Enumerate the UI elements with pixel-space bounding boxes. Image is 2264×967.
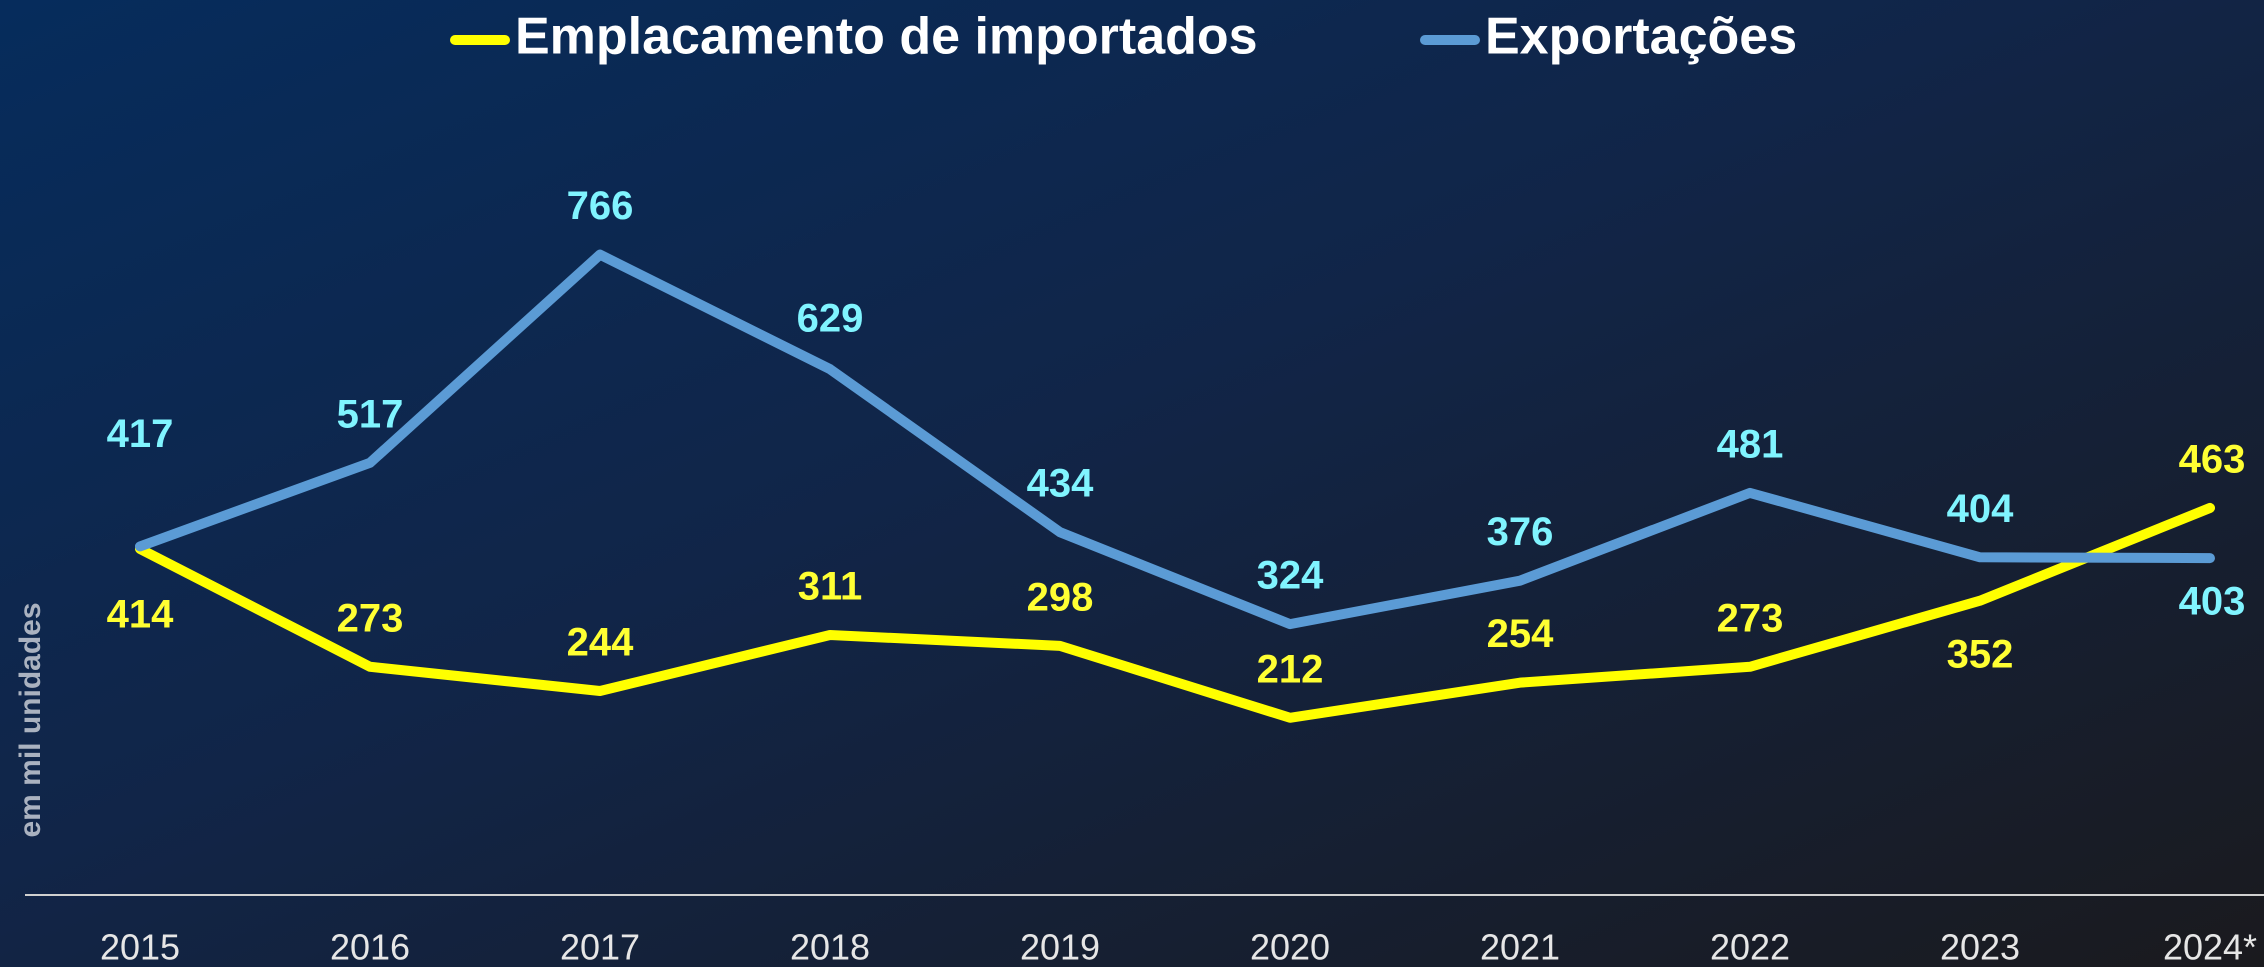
data-label: 298 — [1027, 575, 1094, 619]
x-tick-label: 2023 — [1940, 927, 2020, 967]
x-tick-label: 2019 — [1020, 927, 1100, 967]
data-label: 517 — [337, 392, 404, 436]
data-label: 417 — [107, 412, 174, 456]
data-label: 273 — [337, 596, 404, 640]
x-tick-label: 2022 — [1710, 927, 1790, 967]
x-tick-label: 2018 — [790, 927, 870, 967]
line-series — [135, 502, 2215, 723]
data-label: 273 — [1717, 596, 1784, 640]
x-tick-label: 2015 — [100, 927, 180, 967]
data-label: 463 — [2179, 437, 2246, 481]
data-label: 481 — [1717, 422, 1784, 466]
y-axis-label: em mil unidades — [14, 602, 47, 837]
data-label: 311 — [798, 565, 863, 609]
data-label: 414 — [107, 592, 174, 636]
data-label: 766 — [567, 184, 634, 228]
data-label: 244 — [567, 621, 634, 665]
data-label: 376 — [1487, 510, 1554, 554]
x-tick-label: 2020 — [1250, 927, 1330, 967]
legend-label: Exportações — [1485, 8, 1797, 66]
legend-label: Emplacamento de importados — [515, 8, 1258, 66]
data-label: 404 — [1947, 487, 2014, 531]
data-label: 434 — [1027, 462, 1094, 506]
data-label: 324 — [1257, 554, 1324, 598]
data-label: 212 — [1257, 647, 1324, 691]
data-label: 403 — [2179, 580, 2246, 624]
x-tick-label: 2016 — [330, 927, 410, 967]
x-tick-label: 2017 — [560, 927, 640, 967]
line-series — [135, 249, 2215, 630]
x-tick-label: 2024* — [2163, 927, 2257, 967]
x-tick-label: 2021 — [1480, 927, 1560, 967]
data-label: 629 — [797, 297, 864, 341]
data-label: 254 — [1487, 612, 1554, 656]
data-label: 352 — [1947, 632, 2014, 676]
